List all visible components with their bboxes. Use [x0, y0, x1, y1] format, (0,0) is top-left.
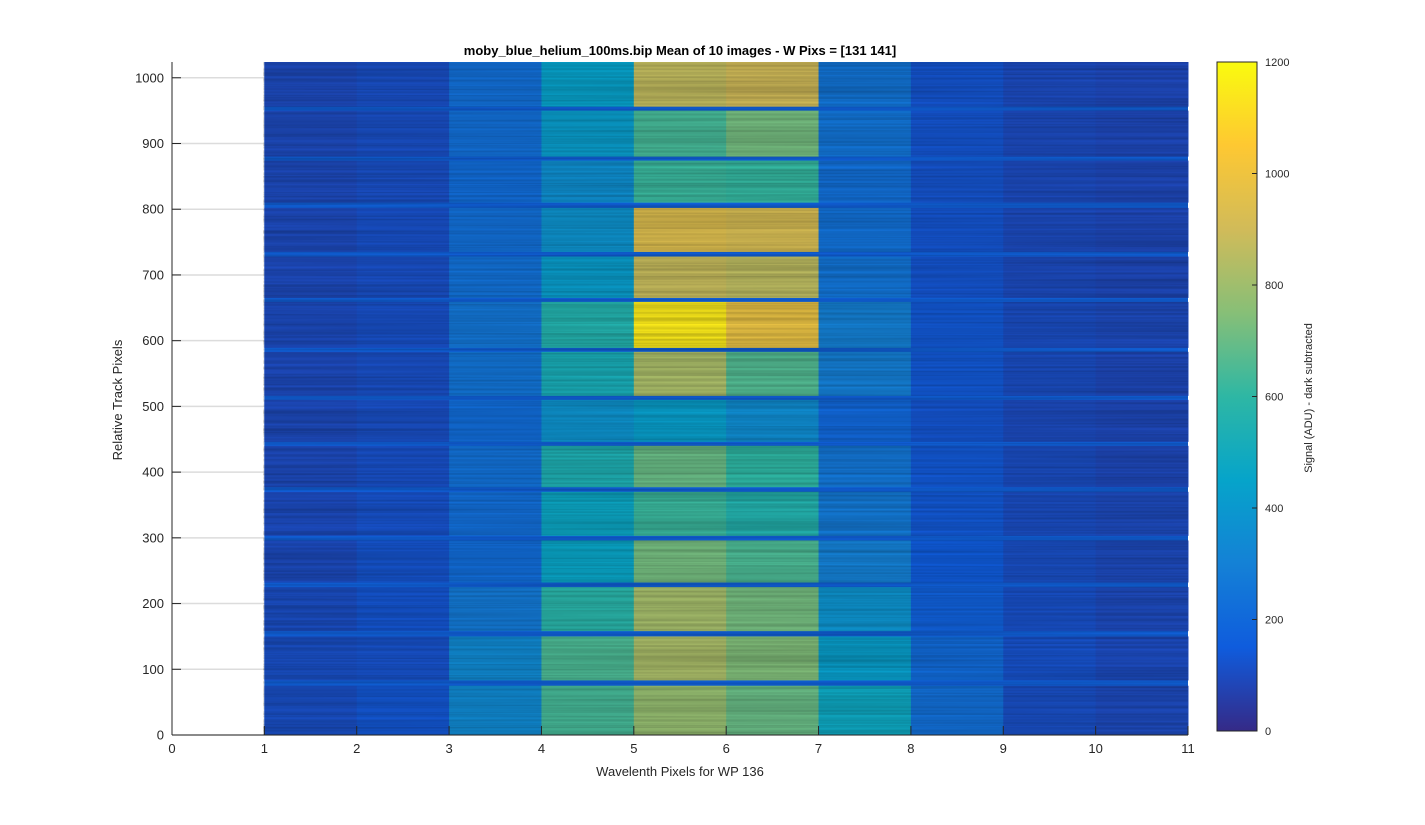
colorbar-tick-label: 1200 [1265, 57, 1289, 69]
x-tick-label: 5 [630, 741, 637, 756]
x-axis-label: Wavelenth Pixels for WP 136 [596, 764, 764, 779]
colorbar-tick-label: 600 [1265, 392, 1283, 404]
x-tick-label: 11 [1181, 741, 1195, 756]
x-tick-label: 8 [907, 741, 914, 756]
colorbar-label: Signal (ADU) - dark subtracted [1303, 323, 1315, 473]
x-tick-label: 4 [538, 741, 545, 756]
y-axis-ticks: 0 100 200 300 400 500 600 700 800 900 1000 [135, 70, 181, 743]
x-tick-label: 10 [1088, 741, 1102, 756]
colorbar-tick-label: 0 [1265, 726, 1271, 738]
y-axis-label: Relative Track Pixels [110, 339, 125, 460]
y-tick-label: 1000 [135, 70, 164, 85]
y-tick-label: 100 [142, 662, 164, 677]
y-tick-label: 600 [142, 333, 164, 348]
x-tick-label: 7 [815, 741, 822, 756]
colorbar-tick-label: 800 [1265, 280, 1283, 292]
y-tick-label: 300 [142, 530, 164, 545]
x-axis-ticks: 0 1 2 3 4 5 6 7 8 9 10 11 [168, 726, 1195, 756]
x-tick-label: 1 [261, 741, 268, 756]
y-tick-label: 700 [142, 267, 164, 282]
colorbar-tick-label: 1000 [1265, 169, 1289, 181]
axes [171, 62, 1188, 736]
y-tick-label: 800 [142, 202, 164, 217]
y-tick-label: 400 [142, 465, 164, 480]
colorbar-tick-label: 200 [1265, 615, 1283, 627]
y-tick-label: 200 [142, 596, 164, 611]
chart-title: moby_blue_helium_100ms.bip Mean of 10 im… [464, 43, 896, 58]
y-tick-label: 0 [157, 728, 164, 743]
y-tick-label: 900 [142, 136, 164, 151]
x-tick-label: 6 [723, 741, 730, 756]
colorbar-tick-label: 400 [1265, 503, 1283, 515]
x-tick-label: 2 [353, 741, 360, 756]
x-tick-label: 9 [1000, 741, 1007, 756]
heatmap-noise-overlay [263, 62, 1188, 735]
x-tick-label: 3 [445, 741, 452, 756]
y-tick-label: 500 [142, 399, 164, 414]
colorbar-ticks: 0 200 400 600 800 1000 1200 [1252, 57, 1289, 738]
colorbar [1216, 61, 1258, 732]
x-tick-label: 0 [168, 741, 175, 756]
